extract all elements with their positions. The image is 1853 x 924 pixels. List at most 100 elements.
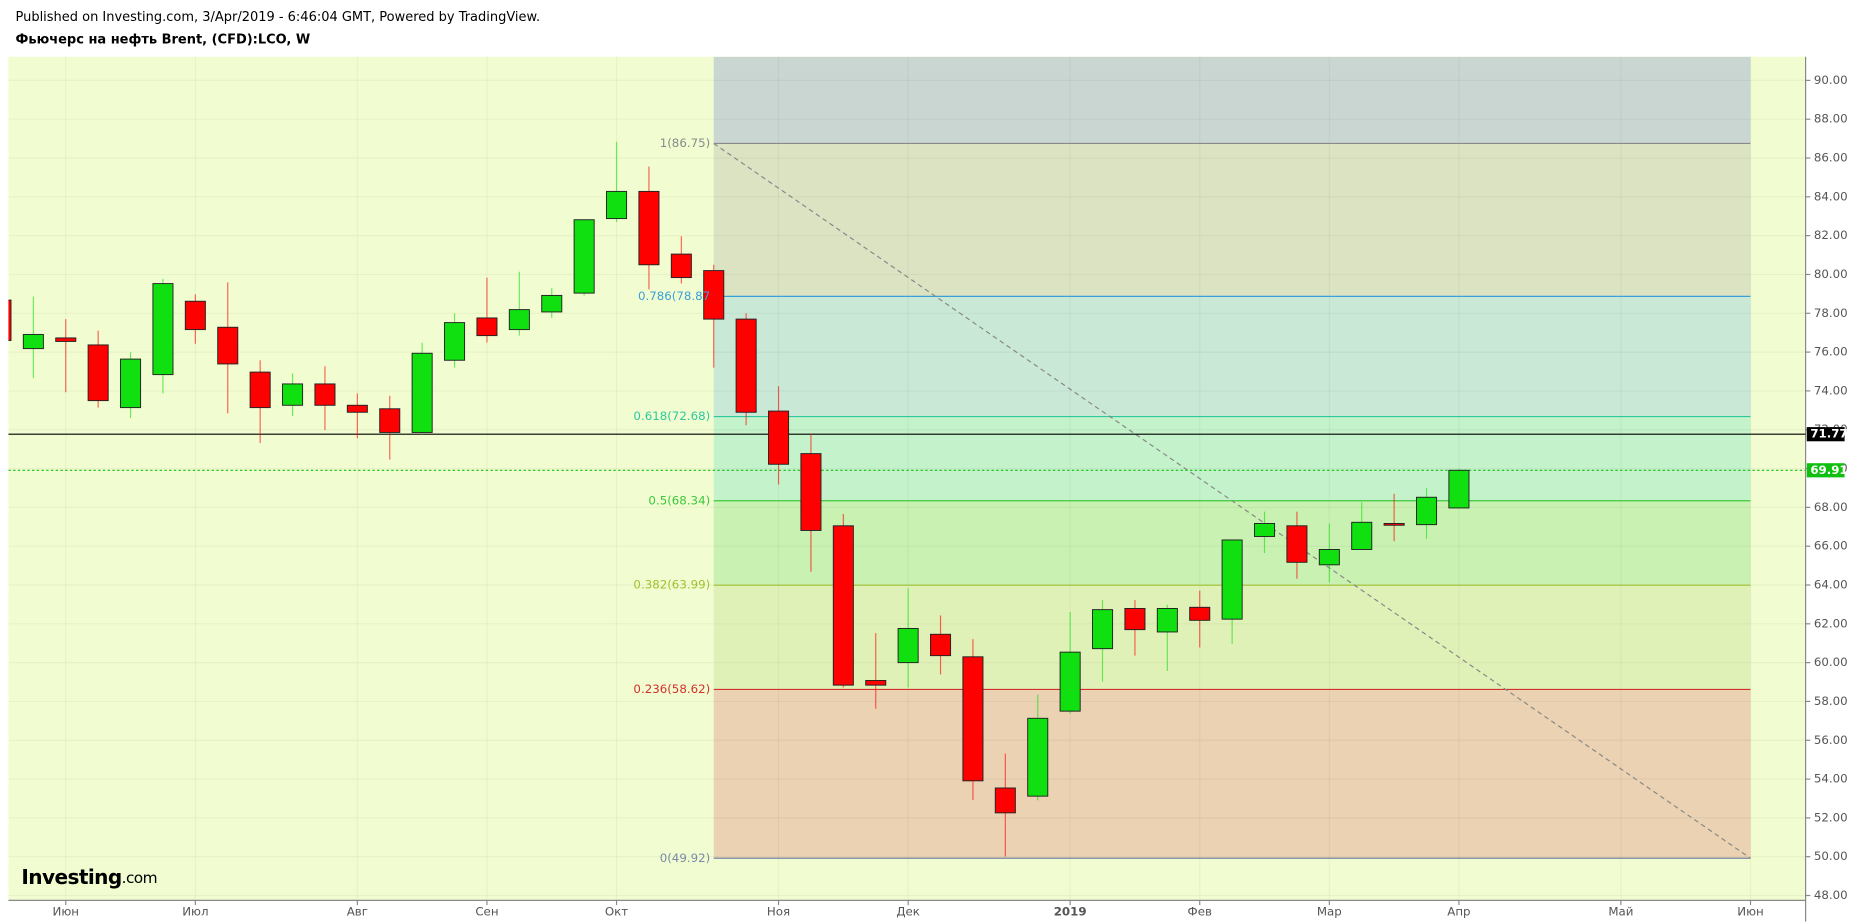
fib-label: 0.618(72.68) — [633, 409, 710, 423]
plot-layer — [8, 56, 1806, 901]
x-tick-label: Дек — [896, 905, 920, 919]
y-tick-label: 80.00 — [1814, 267, 1848, 281]
candle-body — [249, 371, 271, 409]
x-tick-label: Окт — [605, 905, 628, 919]
candle-body — [508, 309, 530, 331]
price-badge — [1806, 463, 1845, 478]
candle-body — [55, 337, 77, 342]
chart-title: Фьючерс на нефть Brent, (CFD):LCO, W — [15, 33, 310, 48]
candle-body — [1189, 606, 1211, 621]
candle-body — [411, 352, 433, 433]
candle-body — [703, 270, 725, 320]
fib-label: 0.786(78.87 — [638, 289, 710, 303]
y-tick-label: 86.00 — [1814, 151, 1848, 165]
y-tick-label: 62.00 — [1814, 616, 1848, 630]
y-tick-label: 76.00 — [1814, 345, 1848, 359]
y-tick-label: 58.00 — [1814, 694, 1848, 708]
y-tick-label: 74.00 — [1814, 383, 1848, 397]
fib-zone — [713, 689, 1751, 859]
candle-body — [1221, 539, 1243, 620]
candle-body — [1027, 717, 1049, 797]
fib-zone — [713, 416, 1751, 501]
y-tick-label: 48.00 — [1814, 888, 1848, 902]
x-tick-label: 2019 — [1054, 905, 1087, 919]
candle-body — [22, 333, 44, 350]
fib-zone — [713, 296, 1751, 417]
y-tick-label: 78.00 — [1814, 306, 1848, 320]
candle-body — [346, 404, 368, 413]
x-tick-label: Фев — [1188, 905, 1212, 919]
x-tick-label: Июн — [1737, 905, 1763, 919]
x-tick-label: Ноя — [767, 905, 790, 919]
y-tick-label: 56.00 — [1814, 733, 1848, 747]
x-tick-label: Мар — [1317, 905, 1342, 919]
y-tick-label: 54.00 — [1814, 772, 1848, 786]
candle-body — [1059, 651, 1081, 712]
price-badge-label: 71.77 — [1810, 427, 1847, 441]
fib-label: 0(49.92) — [660, 851, 710, 865]
candle-body — [994, 787, 1016, 814]
candle-body — [1092, 609, 1114, 650]
y-tick-label: 60.00 — [1814, 655, 1848, 669]
candle-body — [120, 358, 142, 409]
y-tick-label: 82.00 — [1814, 228, 1848, 242]
y-tick-label: 68.00 — [1814, 500, 1848, 514]
candle-body — [735, 318, 757, 413]
logo-suffix: .com — [122, 868, 157, 886]
candle-body — [1254, 522, 1276, 537]
y-tick-label: 52.00 — [1814, 810, 1848, 824]
candle-body — [1318, 549, 1340, 566]
candle-body — [444, 322, 466, 361]
y-tick-label: 66.00 — [1814, 539, 1848, 553]
candle-body — [930, 633, 952, 657]
fib-zone — [713, 143, 1751, 297]
candle-body — [217, 326, 239, 365]
overlay-layer: 48.00 50.00 52.00 54.00 56.00 58.00 60.00 62.00… — [53, 73, 1848, 919]
x-tick-label: Май — [1608, 905, 1633, 919]
candle-body — [1286, 525, 1308, 563]
candle-body — [1156, 608, 1178, 633]
candle-body — [962, 656, 984, 782]
candle-body — [152, 283, 174, 376]
candle-body — [897, 627, 919, 664]
candle-body — [541, 294, 563, 313]
x-tick-label: Авг — [347, 905, 368, 919]
candle-body — [573, 219, 595, 294]
fib-label: 0.5(68.34) — [648, 493, 710, 507]
candle-body — [832, 525, 854, 686]
y-tick-label: 50.00 — [1814, 849, 1848, 863]
price-badge-label: 69.91 — [1810, 463, 1847, 477]
candle-body — [670, 253, 692, 279]
logo-brand: Investing — [21, 864, 121, 888]
candle-body — [8, 299, 12, 341]
price-badge — [1806, 427, 1845, 442]
fib-label: 0.236(58.62) — [633, 682, 710, 696]
y-tick-label: 88.00 — [1814, 112, 1848, 126]
header: Published on Investing.com, 3/Apr/2019 -… — [15, 10, 540, 25]
candle-body — [314, 383, 336, 406]
y-tick-label: 84.00 — [1814, 189, 1848, 203]
candle-body — [638, 190, 660, 266]
candle-body — [282, 383, 304, 406]
logo: Investing.com — [21, 864, 157, 888]
y-tick-label: 64.00 — [1814, 577, 1848, 591]
x-tick-label: Июн — [53, 905, 79, 919]
candle-body — [379, 408, 401, 433]
candle-body — [184, 300, 206, 331]
candle-body — [768, 410, 790, 465]
fib-label: 0.382(63.99) — [633, 578, 710, 592]
fib-zone — [713, 56, 1751, 144]
candle-body — [1416, 496, 1438, 526]
candle-body — [1351, 521, 1373, 550]
x-tick-label: Июл — [182, 905, 208, 919]
trend-line — [713, 142, 1751, 859]
candle-body — [606, 190, 628, 220]
x-tick-label: Сен — [475, 905, 498, 919]
candle-body — [87, 344, 109, 402]
candle-body — [800, 453, 822, 531]
candle-body — [1124, 608, 1146, 631]
candle-body — [865, 680, 887, 686]
fib-label: 1(86.75) — [660, 136, 710, 150]
candle-body — [476, 317, 498, 337]
